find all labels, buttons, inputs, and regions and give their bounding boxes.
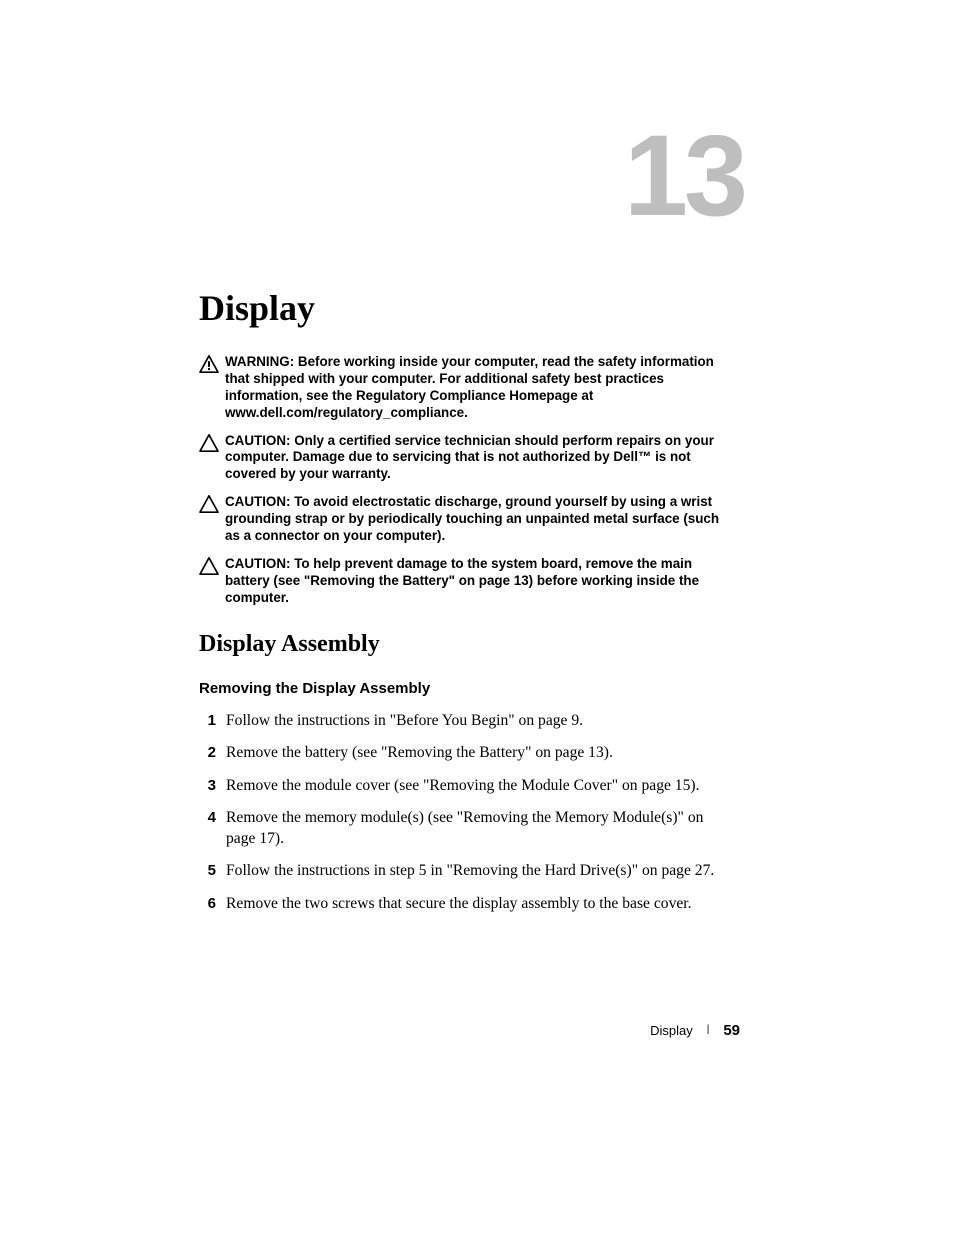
step-text: Remove the memory module(s) (see "Removi… bbox=[226, 808, 729, 849]
caution-body-1: Only a certified service technician shou… bbox=[225, 433, 714, 482]
chapter-number-wrapper: 13 bbox=[619, 110, 749, 242]
step-number: 4 bbox=[199, 808, 226, 849]
step-text: Remove the two screws that secure the di… bbox=[226, 894, 692, 915]
step-number: 6 bbox=[199, 894, 226, 915]
caution-icon bbox=[199, 556, 225, 575]
caution-label-1: CAUTION: bbox=[225, 433, 290, 448]
footer-page-number: 59 bbox=[723, 1022, 740, 1039]
caution-icon bbox=[199, 433, 225, 452]
caution-icon bbox=[199, 494, 225, 513]
page-footer: Display | 59 bbox=[650, 1022, 740, 1039]
caution-body-3: To help prevent damage to the system boa… bbox=[225, 556, 699, 605]
caution-label-2: CAUTION: bbox=[225, 494, 290, 509]
step-number: 1 bbox=[199, 711, 226, 732]
caution-notice-2: CAUTION: To avoid electrostatic discharg… bbox=[199, 494, 729, 545]
list-item: 2 Remove the battery (see "Removing the … bbox=[199, 743, 729, 764]
caution-notice-3: CAUTION: To help prevent damage to the s… bbox=[199, 556, 729, 607]
caution-text-1: CAUTION: Only a certified service techni… bbox=[225, 433, 729, 484]
warning-notice: WARNING: Before working inside your comp… bbox=[199, 354, 729, 422]
step-number: 2 bbox=[199, 743, 226, 764]
step-text: Remove the battery (see "Removing the Ba… bbox=[226, 743, 613, 764]
list-item: 1 Follow the instructions in "Before You… bbox=[199, 711, 729, 732]
list-item: 5 Follow the instructions in step 5 in "… bbox=[199, 861, 729, 882]
step-text: Remove the module cover (see "Removing t… bbox=[226, 776, 700, 797]
procedure-list: 1 Follow the instructions in "Before You… bbox=[199, 711, 729, 915]
chapter-number: 13 bbox=[624, 110, 744, 242]
caution-label-3: CAUTION: bbox=[225, 556, 290, 571]
step-text: Follow the instructions in "Before You B… bbox=[226, 711, 583, 732]
section-heading: Display Assembly bbox=[199, 631, 729, 658]
warning-body: Before working inside your computer, rea… bbox=[225, 354, 714, 420]
list-item: 6 Remove the two screws that secure the … bbox=[199, 894, 729, 915]
caution-notice-1: CAUTION: Only a certified service techni… bbox=[199, 433, 729, 484]
step-number: 3 bbox=[199, 776, 226, 797]
warning-label: WARNING: bbox=[225, 354, 294, 369]
caution-text-3: CAUTION: To help prevent damage to the s… bbox=[225, 556, 729, 607]
footer-separator: | bbox=[707, 1024, 710, 1035]
step-text: Follow the instructions in step 5 in "Re… bbox=[226, 861, 714, 882]
list-item: 3 Remove the module cover (see "Removing… bbox=[199, 776, 729, 797]
warning-text: WARNING: Before working inside your comp… bbox=[225, 354, 729, 422]
subsection-heading: Removing the Display Assembly bbox=[199, 680, 729, 697]
footer-section: Display bbox=[650, 1023, 693, 1038]
caution-body-2: To avoid electrostatic discharge, ground… bbox=[225, 494, 719, 543]
content: Display WARNING: Before working inside y… bbox=[199, 287, 729, 927]
caution-text-2: CAUTION: To avoid electrostatic discharg… bbox=[225, 494, 729, 545]
page-title: Display bbox=[199, 287, 729, 329]
page: 13 Display WARNING: Before working insid… bbox=[0, 0, 954, 1235]
warning-icon bbox=[199, 354, 225, 373]
list-item: 4 Remove the memory module(s) (see "Remo… bbox=[199, 808, 729, 849]
step-number: 5 bbox=[199, 861, 226, 882]
